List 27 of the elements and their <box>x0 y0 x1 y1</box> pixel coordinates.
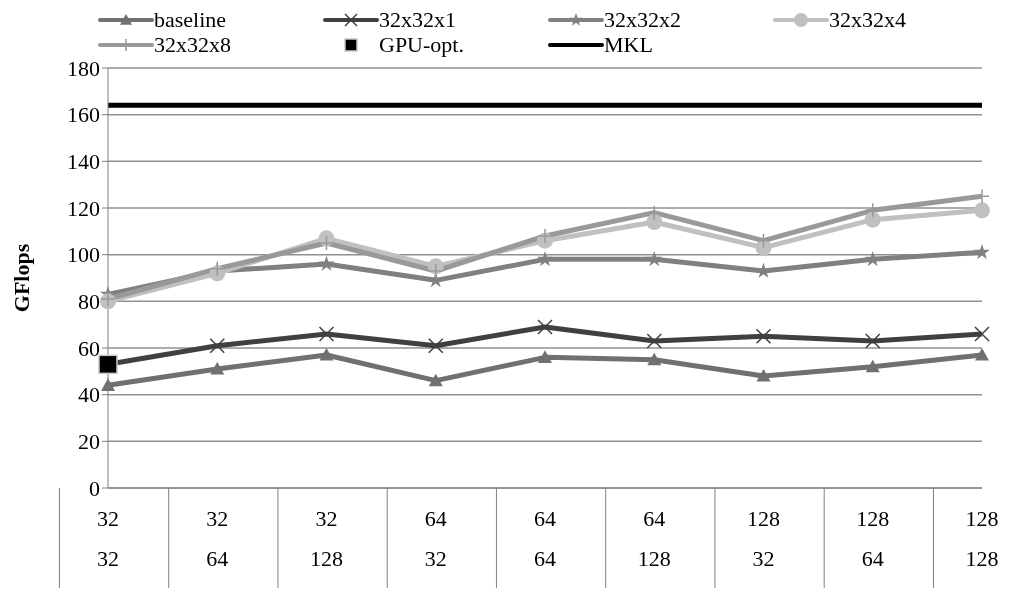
x-tick-label: 32 32 <box>97 506 119 571</box>
y-tick-label: 180 <box>67 55 100 81</box>
y-tick-label: 0 <box>89 475 100 501</box>
y-tick-label: 40 <box>78 382 100 408</box>
y-tick-label: 160 <box>67 102 100 128</box>
legend-label: baseline <box>154 7 227 33</box>
y-tick-label: 60 <box>78 335 100 361</box>
legend-label: MKL <box>604 32 653 58</box>
legend-label: 32x32x1 <box>379 7 456 33</box>
x-tick-label: 64 128 <box>637 506 671 571</box>
y-tick-label: 120 <box>67 195 100 221</box>
y-tick-label: 140 <box>67 149 100 175</box>
y-axis-title: GFlops <box>8 243 34 313</box>
legend-label: 32x32x8 <box>154 32 231 58</box>
x-tick-label: 32 128 <box>310 506 343 571</box>
legend-label: GPU-opt. <box>379 32 464 58</box>
x-tick-label: 64 64 <box>534 506 556 571</box>
x-tick-label: 32 64 <box>206 506 229 571</box>
x-tick-label: 128 128 <box>965 506 999 571</box>
y-tick-label: 100 <box>67 242 100 268</box>
x-tick-label: 128 64 <box>856 506 890 571</box>
legend-label: 32x32x4 <box>829 7 906 33</box>
legend-label: 32x32x2 <box>604 7 681 33</box>
y-tick-label: 20 <box>78 429 100 455</box>
x-tick-label: 64 32 <box>424 506 447 571</box>
x-tick-label: 128 32 <box>747 506 780 571</box>
y-tick-label: 80 <box>78 289 100 315</box>
